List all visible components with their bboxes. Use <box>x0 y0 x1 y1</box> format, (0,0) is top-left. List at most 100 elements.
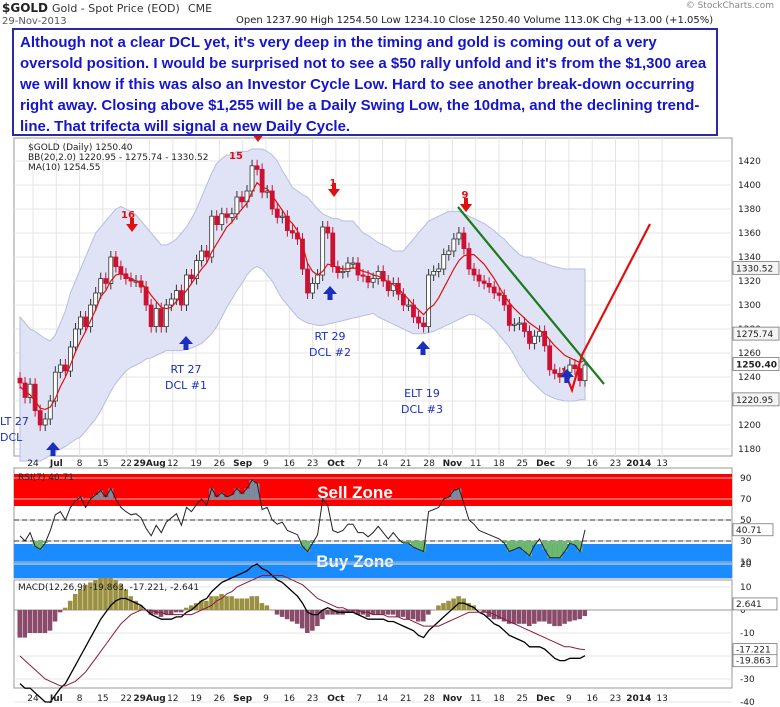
date-tick-label: Oct <box>327 459 345 469</box>
date-tick-label: 7 <box>356 694 362 704</box>
date-tick-label: 19 <box>190 459 202 469</box>
macd-histogram-bar <box>436 605 441 610</box>
macd-histogram-bar <box>521 610 527 624</box>
date-tick-label: 15 <box>97 459 108 469</box>
macd-histogram-bar <box>199 600 204 610</box>
date-tick-label: 16 <box>586 694 598 704</box>
macd-histogram-bar <box>390 610 396 615</box>
date-tick-label: Dec <box>536 694 555 704</box>
macd-histogram-bar <box>249 596 255 610</box>
rsi-tick-label: 90 <box>740 474 752 484</box>
macd-histogram-bar <box>299 610 305 629</box>
macd-histogram-bar <box>330 610 335 615</box>
candle-body <box>189 274 194 279</box>
macd-histogram-bar <box>254 596 260 610</box>
candlesticks <box>17 159 588 431</box>
candle-body <box>279 215 285 218</box>
macd-histogram-bar <box>88 582 93 610</box>
date-tick-label: 26 <box>214 459 226 469</box>
cycle-top-arrow <box>126 224 138 232</box>
macd-histogram-bar <box>476 610 482 611</box>
candle-body <box>63 364 68 372</box>
candle-body <box>537 330 542 337</box>
cycle-low-label: DCL #2 <box>309 346 351 359</box>
date-tick-label: 22 <box>120 459 131 469</box>
macd-tick-label: -10 <box>740 629 755 639</box>
macd-histogram-bar <box>547 610 552 624</box>
date-tick-label: 16 <box>586 459 598 469</box>
chart-date: 29-Nov-2013 <box>2 16 67 27</box>
date-tick-label: Sep <box>233 459 253 469</box>
candle-body <box>113 256 119 268</box>
candle-body <box>547 345 553 371</box>
candle-body <box>194 260 199 280</box>
price-legend-item: MA(10) 1254.55 <box>28 163 100 173</box>
date-tick-label: 23 <box>610 459 621 469</box>
macd-histogram-bar <box>410 610 416 620</box>
candle-body <box>93 292 99 306</box>
date-tick-label: 23 <box>610 694 621 704</box>
rsi-value-label: 40.71 <box>736 526 762 536</box>
macd-histogram-bar <box>42 610 48 633</box>
candle-body <box>527 330 532 344</box>
macd-histogram-bar <box>582 610 588 617</box>
macd-histogram-bar <box>138 605 144 610</box>
macd-histogram-bar <box>264 605 270 610</box>
candle-body <box>572 364 578 369</box>
date-tick-label: Nov <box>443 694 463 704</box>
candle-body <box>98 278 104 294</box>
macd-histogram-bar <box>113 580 118 610</box>
candle-body <box>168 298 174 306</box>
signal-line <box>19 575 586 687</box>
symbol: $GOLD <box>2 1 49 15</box>
macd-histogram-bar <box>572 610 577 621</box>
macd-histogram-bar <box>259 603 265 610</box>
candle-body <box>259 168 265 193</box>
price-value-label: 1220.95 <box>736 396 773 406</box>
macd-tick-label: 20 <box>740 560 752 570</box>
candle-body <box>582 364 588 382</box>
candle-body <box>57 364 63 373</box>
candle-body <box>577 368 583 382</box>
cycle-low-arrow <box>416 341 430 349</box>
macd-histogram-bar <box>214 596 219 610</box>
price-value-label: 1250.40 <box>736 361 777 371</box>
cycle-top-arrow-stem <box>130 218 134 224</box>
price-tick-label: 1420 <box>738 157 761 167</box>
date-tick-label: 21 <box>400 459 411 469</box>
date-tick-label: 9 <box>566 459 572 469</box>
macd-histogram-bar <box>168 610 174 615</box>
date-tick-label: 18 <box>493 694 505 704</box>
macd-histogram-bar <box>173 610 179 613</box>
current-low-arrow <box>560 369 574 377</box>
candle-body <box>506 304 512 326</box>
candle-body <box>350 262 356 265</box>
macd-histogram-bar <box>562 610 567 624</box>
macd-histogram-bar <box>118 584 123 610</box>
macd-histogram-bar <box>325 610 330 615</box>
candle-body <box>385 280 391 292</box>
candle-body <box>47 400 53 420</box>
macd-histogram-bar <box>204 600 209 610</box>
macd-histogram-bar <box>481 610 487 613</box>
macd-histogram-bar <box>269 610 275 611</box>
macd-histogram-bar <box>526 610 532 627</box>
cycle-low-label: DCL <box>0 431 23 444</box>
date-tick-label: 8 <box>77 459 83 469</box>
macd-histogram-bar <box>441 603 446 610</box>
candle-body <box>224 213 230 218</box>
candle-body <box>476 274 482 282</box>
cycle-low-label: LT 27 <box>0 415 29 428</box>
price-tick-label: 1300 <box>738 301 761 311</box>
macd-tick-label: 0 <box>740 606 746 616</box>
date-tick-label: 21 <box>400 694 411 704</box>
macd-histogram-bar <box>320 610 325 620</box>
rsi-line <box>19 479 586 559</box>
instrument-name: Gold - Spot Price (EOD) <box>52 2 180 15</box>
price-value-label: 1275.74 <box>736 330 773 340</box>
candle-body <box>542 330 548 347</box>
candle-body <box>118 266 124 275</box>
macd-histogram-bar <box>229 596 234 610</box>
date-tick-label: 28 <box>423 459 435 469</box>
macd-histogram-bar <box>27 610 33 633</box>
